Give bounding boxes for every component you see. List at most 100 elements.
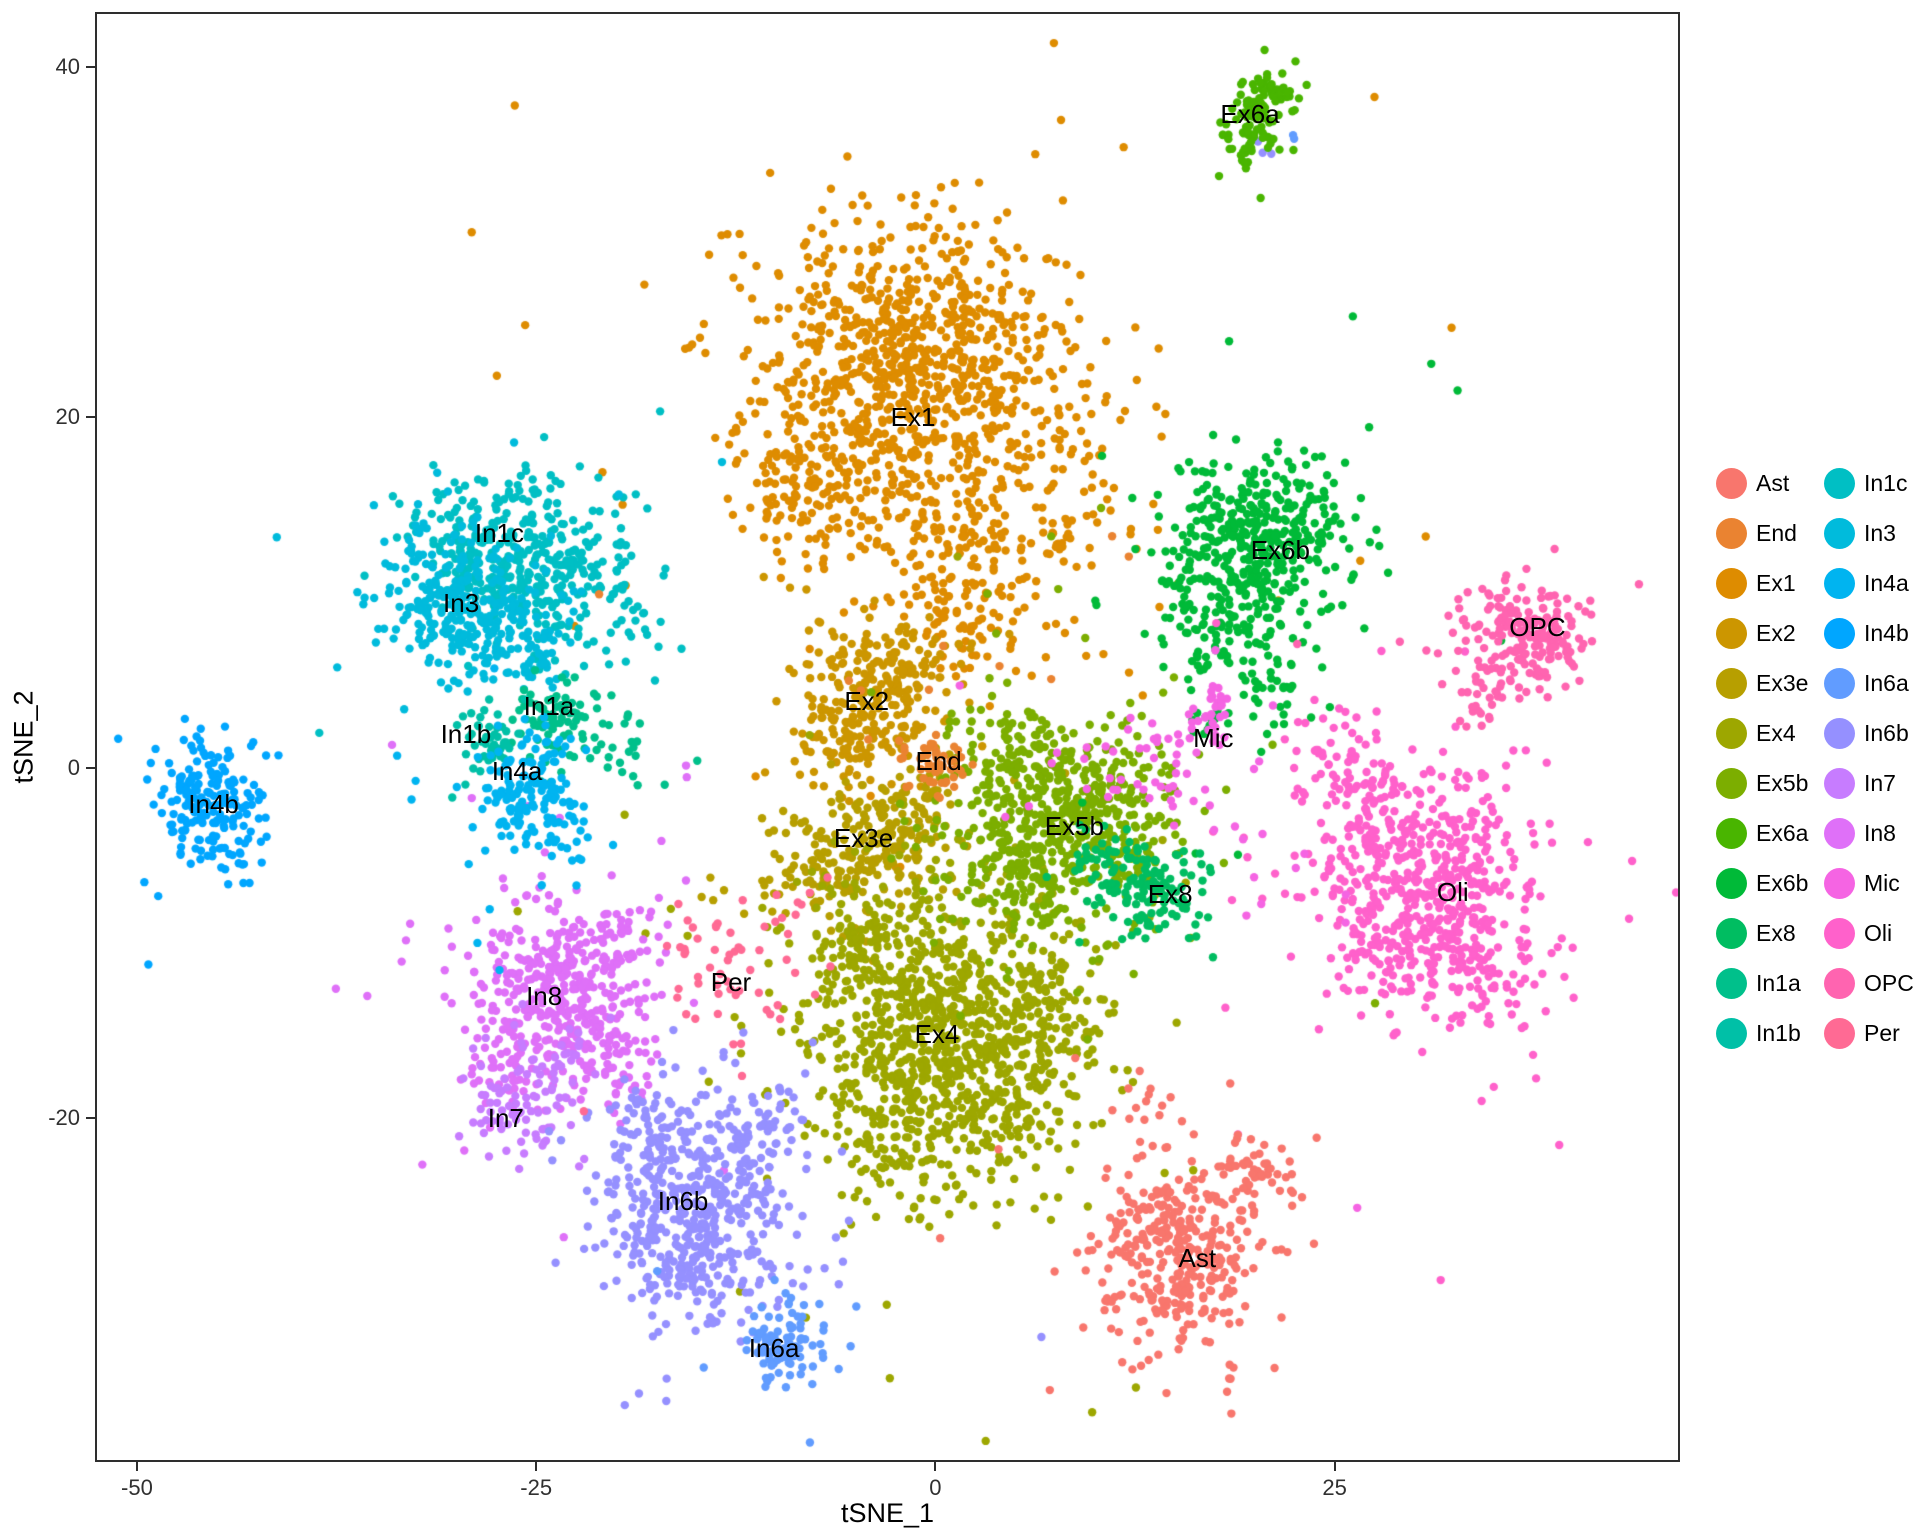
legend-dot-icon: [1824, 567, 1855, 599]
y-tick-mark: [86, 65, 95, 68]
legend-dot-icon: [1824, 1017, 1855, 1049]
legend-label: In1b: [1756, 1019, 1801, 1046]
legend-dot-icon: [1824, 867, 1855, 899]
legend-label: Ex1: [1756, 569, 1796, 596]
legend-column: Ast End Ex1 Ex2 Ex3e Ex4 Ex5b Ex6a Ex6b Ex8 In1a In…: [1716, 458, 1822, 1058]
legend-label: In4a: [1864, 569, 1909, 596]
cluster-label-in4b: In4b: [188, 789, 239, 820]
legend-dot-icon: [1716, 667, 1747, 699]
x-tick-label: 25: [1322, 1475, 1347, 1500]
legend-label: In1c: [1864, 469, 1908, 496]
y-tick-mark: [86, 766, 95, 769]
cluster-label-mic: Mic: [1193, 722, 1234, 753]
x-tick-mark: [135, 1462, 138, 1471]
y-tick-label: 20: [55, 404, 80, 430]
legend-label: In6b: [1864, 719, 1909, 746]
legend-dot-icon: [1716, 917, 1747, 949]
legend-item-ex1: Ex1: [1716, 558, 1822, 608]
cluster-label-ex4: Ex4: [914, 1019, 960, 1050]
legend-dot-icon: [1824, 967, 1855, 999]
legend-label: Per: [1864, 1019, 1900, 1046]
legend-dot-icon: [1716, 517, 1747, 549]
legend-label: Ex8: [1756, 919, 1796, 946]
legend-item-mic: Mic: [1824, 858, 1920, 908]
legend-item-ex5b: Ex5b: [1716, 758, 1822, 808]
legend-item-in4b: In4b: [1824, 608, 1920, 658]
cluster-label-oli: Oli: [1436, 877, 1469, 908]
legend-label: End: [1756, 519, 1797, 546]
legend-label: In4b: [1864, 619, 1909, 646]
legend-dot-icon: [1824, 767, 1855, 799]
cluster-label-in1c: In1c: [474, 517, 524, 548]
legend-dot-icon: [1716, 717, 1747, 749]
legend-label: Ex6a: [1756, 819, 1809, 846]
cluster-label-in6b: In6b: [657, 1185, 709, 1216]
legend-dot-icon: [1824, 817, 1855, 849]
legend-label: Ex2: [1756, 619, 1796, 646]
legend-label: Oli: [1864, 919, 1893, 946]
cluster-label-ex3e: Ex3e: [833, 822, 894, 853]
cluster-label-in4a: In4a: [491, 756, 543, 787]
legend-item-ex6a: Ex6a: [1716, 808, 1822, 858]
y-tick-label: 40: [55, 53, 80, 79]
legend-item-opc: OPC: [1824, 958, 1920, 1008]
cluster-label-in3: In3: [443, 587, 480, 618]
legend-column: In1c In3 In4a In4b In6a In6b In7 In8 Mic Oli OPC Pe…: [1824, 458, 1920, 1058]
cluster-label-ex6b: Ex6b: [1250, 535, 1310, 566]
legend-item-in6a: In6a: [1824, 658, 1920, 708]
legend-dot-icon: [1716, 967, 1747, 999]
x-tick-label: -50: [121, 1475, 153, 1500]
legend-dot-icon: [1716, 467, 1747, 499]
cluster-label-ex5b: Ex5b: [1044, 810, 1104, 841]
cluster-label-in1a: In1a: [523, 691, 575, 722]
legend-label: In7: [1864, 769, 1896, 796]
legend-label: In8: [1864, 819, 1896, 846]
legend-dot-icon: [1824, 617, 1855, 649]
legend-dot-icon: [1716, 867, 1747, 899]
cluster-label-ex1: Ex1: [890, 402, 936, 433]
legend-label: In1a: [1756, 969, 1801, 996]
legend-item-in3: In3: [1824, 508, 1920, 558]
legend-dot-icon: [1824, 917, 1855, 949]
legend-item-in1c: In1c: [1824, 458, 1920, 508]
legend-label: Ast: [1756, 469, 1790, 496]
legend-item-in6b: In6b: [1824, 708, 1920, 758]
legend-item-in1b: In1b: [1716, 1008, 1822, 1058]
x-tick-mark: [535, 1462, 538, 1471]
x-tick-label: -25: [520, 1475, 553, 1500]
cluster-label-ex6a: Ex6a: [1220, 98, 1280, 129]
legend-dot-icon: [1716, 617, 1747, 649]
cluster-label-ex8: Ex8: [1147, 878, 1193, 909]
cluster-label-ex2: Ex2: [844, 686, 890, 717]
legend-label: Ex4: [1756, 719, 1796, 746]
legend-label: In3: [1864, 519, 1896, 546]
legend-item-oli: Oli: [1824, 908, 1920, 958]
legend-label: Ex5b: [1756, 769, 1809, 796]
legend-label: Mic: [1864, 869, 1900, 896]
legend: Ast End Ex1 Ex2 Ex3e Ex4 Ex5b Ex6a Ex6b Ex8 In1a In…: [1716, 458, 1920, 1058]
plot-canvas: [97, 14, 1678, 1460]
cluster-label-opc: OPC: [1509, 612, 1566, 643]
legend-dot-icon: [1716, 767, 1747, 799]
legend-item-in7: In7: [1824, 758, 1920, 808]
legend-item-ex2: Ex2: [1716, 608, 1822, 658]
legend-item-ex6b: Ex6b: [1716, 858, 1822, 908]
legend-item-end: End: [1716, 508, 1822, 558]
legend-item-in1a: In1a: [1716, 958, 1822, 1008]
legend-item-ast: Ast: [1716, 458, 1822, 508]
legend-item-ex3e: Ex3e: [1716, 658, 1822, 708]
legend-dot-icon: [1824, 717, 1855, 749]
cluster-label-in1b: In1b: [440, 719, 492, 750]
cluster-label-ast: Ast: [1178, 1243, 1217, 1274]
y-tick-label: -20: [48, 1105, 80, 1131]
legend-label: Ex3e: [1756, 669, 1809, 696]
cluster-label-end: End: [915, 745, 962, 776]
legend-item-ex4: Ex4: [1716, 708, 1822, 758]
x-axis-title: tSNE_1: [840, 1498, 935, 1528]
legend-label: Ex6b: [1756, 869, 1809, 896]
x-tick-mark: [1333, 1462, 1336, 1471]
legend-item-in4a: In4a: [1824, 558, 1920, 608]
y-tick-mark: [86, 416, 95, 419]
cluster-label-in7: In7: [487, 1103, 524, 1134]
